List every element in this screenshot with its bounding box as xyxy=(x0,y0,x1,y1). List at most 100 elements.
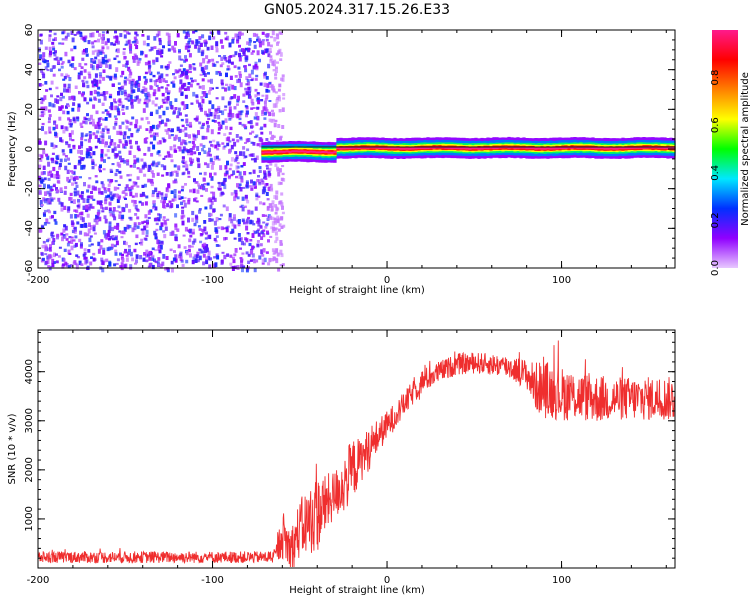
spectrogram-cell xyxy=(130,102,134,105)
spectrogram-cell xyxy=(178,197,182,200)
y-tick-label: 20 xyxy=(24,103,35,116)
spectrogram-cell xyxy=(104,41,108,46)
spectrogram-cell xyxy=(207,79,211,83)
spectrogram-cell xyxy=(208,218,212,222)
spectrogram-band-cell xyxy=(447,146,451,149)
spectrogram-cell xyxy=(56,99,60,104)
spectrogram-cell xyxy=(215,244,219,247)
spectrogram-cell xyxy=(268,100,272,102)
spectrogram-cell xyxy=(91,206,95,209)
spectrogram-cell xyxy=(140,242,144,246)
x-tick-label: 0 xyxy=(384,575,390,586)
spectrogram-cell xyxy=(86,101,90,105)
spectrogram-cell xyxy=(80,150,83,155)
spectrogram-cell xyxy=(211,161,215,165)
spectrogram-cell xyxy=(120,230,124,235)
spectrogram-cell xyxy=(41,122,45,126)
spectrogram-cell xyxy=(219,165,223,171)
spectrogram-cell xyxy=(108,135,111,140)
spectrogram-cell xyxy=(61,38,65,41)
spectrogram-cell xyxy=(162,157,166,160)
spectrogram-cell xyxy=(181,263,185,267)
spectrogram-cell xyxy=(58,68,61,72)
spectrogram-cell xyxy=(237,186,241,189)
spectrogram-cell xyxy=(262,106,266,111)
spectrogram-cell xyxy=(57,255,61,258)
spectrogram-cell xyxy=(82,253,86,257)
spectrogram-cell xyxy=(145,128,149,131)
spectrogram-cell xyxy=(256,179,260,183)
spectrogram-cell xyxy=(178,87,182,93)
spectrogram-cell xyxy=(231,256,235,260)
spectrogram-cell xyxy=(180,141,183,146)
spectrogram-cell xyxy=(233,106,237,110)
spectrogram-cell xyxy=(134,43,137,46)
spectrogram-cell xyxy=(171,198,175,202)
spectrogram-cell xyxy=(170,190,174,194)
spectrogram-cell xyxy=(39,157,43,162)
spectrogram-cell xyxy=(203,248,207,254)
spectrogram-cell xyxy=(123,159,127,164)
spectrogram-cell xyxy=(94,175,98,178)
spectrogram-cell xyxy=(89,114,93,120)
spectrogram-cell xyxy=(99,245,103,250)
spectrogram-cell xyxy=(196,158,200,163)
spectrogram-cell xyxy=(143,153,147,156)
spectrogram-cell xyxy=(79,216,83,221)
spectrogram-cell xyxy=(128,216,132,220)
spectrogram-cell xyxy=(185,168,189,171)
spectrogram-cell xyxy=(247,138,251,142)
spectrogram-cell xyxy=(154,249,158,252)
figure-title: GN05.2024.317.15.26.E33 xyxy=(264,2,450,18)
spectrogram-cell xyxy=(96,211,100,216)
spectrogram-cell xyxy=(67,206,71,211)
spectrogram-cell xyxy=(202,57,206,61)
spectrogram-cell xyxy=(188,53,192,58)
spectrogram-cell xyxy=(228,109,232,115)
spectrogram-cell xyxy=(165,87,168,90)
spectrogram-cell xyxy=(272,69,276,72)
spectrogram-cell xyxy=(213,120,217,123)
spectrogram-cell xyxy=(174,107,178,111)
spectrogram-cell xyxy=(60,63,64,66)
spectrogram-cell xyxy=(169,231,173,236)
spectrogram-cell xyxy=(49,215,53,220)
spectrogram-cell xyxy=(100,257,104,262)
spectrogram-cell xyxy=(113,142,117,146)
spectrogram-cell xyxy=(53,218,57,222)
spectrogram-cell xyxy=(152,132,156,136)
spectrogram-cell xyxy=(102,118,106,121)
spectrogram-cell xyxy=(98,191,102,195)
spectrogram-cell xyxy=(99,63,103,68)
spectrogram-cell xyxy=(48,249,52,252)
spectrogram-cell xyxy=(247,216,250,220)
spectrogram-cell xyxy=(203,226,207,231)
spectrogram-cell xyxy=(136,216,140,220)
spectrogram-cell xyxy=(167,119,171,122)
spectrogram-cell xyxy=(225,125,228,130)
colorbar-tick-label: 0.8 xyxy=(710,70,721,86)
spectrogram-cell xyxy=(129,121,133,126)
spectrogram-cell xyxy=(208,264,212,269)
spectrogram-cell xyxy=(215,61,219,64)
spectrogram-cell xyxy=(240,32,244,36)
spectrogram-cell xyxy=(113,146,117,151)
spectrogram-cell xyxy=(54,50,57,54)
spectrogram-cell xyxy=(72,102,76,106)
spectrogram-cell xyxy=(71,56,75,61)
spectrogram-cell xyxy=(266,230,269,234)
spectrogram-cell xyxy=(239,110,243,116)
snr-background xyxy=(38,330,675,568)
spectrogram-cell xyxy=(192,143,196,148)
spectrogram-cell xyxy=(156,260,160,264)
spectrogram-cell xyxy=(76,190,80,196)
spectrogram-cell xyxy=(241,267,244,273)
spectrogram-cell xyxy=(179,79,183,85)
spectrogram-cell xyxy=(81,50,85,55)
spectrogram-cell xyxy=(240,48,244,52)
spectrogram-cell xyxy=(144,93,148,97)
spectrogram-cell xyxy=(43,59,47,64)
spectrogram-cell xyxy=(131,195,135,198)
spectrogram-cell xyxy=(87,40,91,45)
spectrogram-cell xyxy=(48,102,52,107)
